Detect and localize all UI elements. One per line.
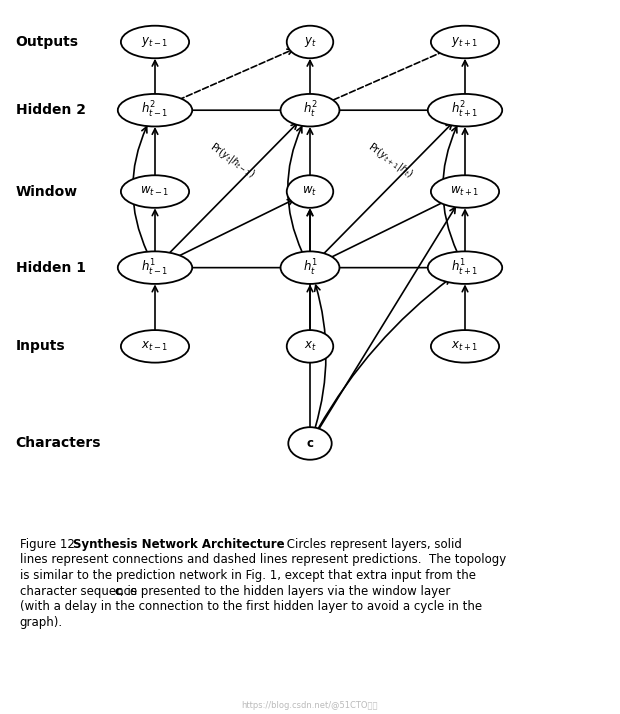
Ellipse shape [280, 251, 340, 284]
Text: (with a delay in the connection to the first hidden layer to avoid a cycle in th: (with a delay in the connection to the f… [20, 600, 482, 613]
Ellipse shape [288, 427, 332, 460]
Text: $h^1_{t-1}$: $h^1_{t-1}$ [141, 258, 169, 278]
Ellipse shape [286, 26, 334, 59]
Ellipse shape [431, 175, 499, 208]
Text: $h^1_t$: $h^1_t$ [303, 258, 317, 278]
Text: $x_t$: $x_t$ [304, 340, 316, 353]
Text: is similar to the prediction network in Fig. 1, except that extra input from the: is similar to the prediction network in … [20, 569, 476, 582]
Text: $w_{t+1}$: $w_{t+1}$ [450, 185, 480, 198]
Text: Hidden 2: Hidden 2 [16, 104, 86, 117]
Text: $x_{t+1}$: $x_{t+1}$ [451, 340, 479, 353]
Text: $w_{t-1}$: $w_{t-1}$ [140, 185, 170, 198]
Text: $\mathbf{c}$: $\mathbf{c}$ [306, 437, 314, 450]
Ellipse shape [431, 330, 499, 363]
Text: $w_t$: $w_t$ [303, 185, 317, 198]
Text: $y_{t+1}$: $y_{t+1}$ [451, 35, 479, 49]
Ellipse shape [121, 26, 189, 59]
Ellipse shape [121, 175, 189, 208]
Text: Inputs: Inputs [16, 339, 65, 353]
Text: $h^1_{t+1}$: $h^1_{t+1}$ [451, 258, 479, 278]
Text: $y_{t-1}$: $y_{t-1}$ [141, 35, 169, 49]
Text: Outputs: Outputs [16, 35, 79, 49]
Text: c: c [115, 585, 122, 598]
Text: Synthesis Network Architecture: Synthesis Network Architecture [73, 538, 285, 550]
Text: $\Pr(y_t|h_{t-1})$: $\Pr(y_t|h_{t-1})$ [207, 139, 258, 181]
Text: graph).: graph). [20, 616, 63, 629]
Ellipse shape [280, 94, 340, 126]
Text: Figure 12:: Figure 12: [20, 538, 82, 550]
Ellipse shape [118, 94, 192, 126]
Text: character sequence: character sequence [20, 585, 141, 598]
Ellipse shape [431, 26, 499, 59]
Ellipse shape [121, 330, 189, 363]
Text: $x_{t-1}$: $x_{t-1}$ [141, 340, 169, 353]
Ellipse shape [286, 175, 334, 208]
Text: , is presented to the hidden layers via the window layer: , is presented to the hidden layers via … [120, 585, 450, 598]
Text: $h^2_{t+1}$: $h^2_{t+1}$ [451, 100, 479, 120]
Text: Circles represent layers, solid: Circles represent layers, solid [283, 538, 463, 550]
Text: https://blog.csdn.net/@51CTO博客: https://blog.csdn.net/@51CTO博客 [242, 701, 378, 710]
Text: Hidden 1: Hidden 1 [16, 261, 86, 275]
Ellipse shape [286, 330, 334, 363]
Text: Window: Window [16, 184, 78, 198]
Text: Characters: Characters [16, 436, 101, 451]
Ellipse shape [118, 251, 192, 284]
Text: $h^2_{t-1}$: $h^2_{t-1}$ [141, 100, 169, 120]
Ellipse shape [428, 94, 502, 126]
Text: $h^2_t$: $h^2_t$ [303, 100, 317, 120]
Text: lines represent connections and dashed lines represent predictions.  The topolog: lines represent connections and dashed l… [20, 553, 506, 566]
Ellipse shape [428, 251, 502, 284]
Text: $\Pr(y_{t+1}|h_t)$: $\Pr(y_{t+1}|h_t)$ [365, 139, 416, 181]
Text: $y_t$: $y_t$ [304, 35, 316, 49]
